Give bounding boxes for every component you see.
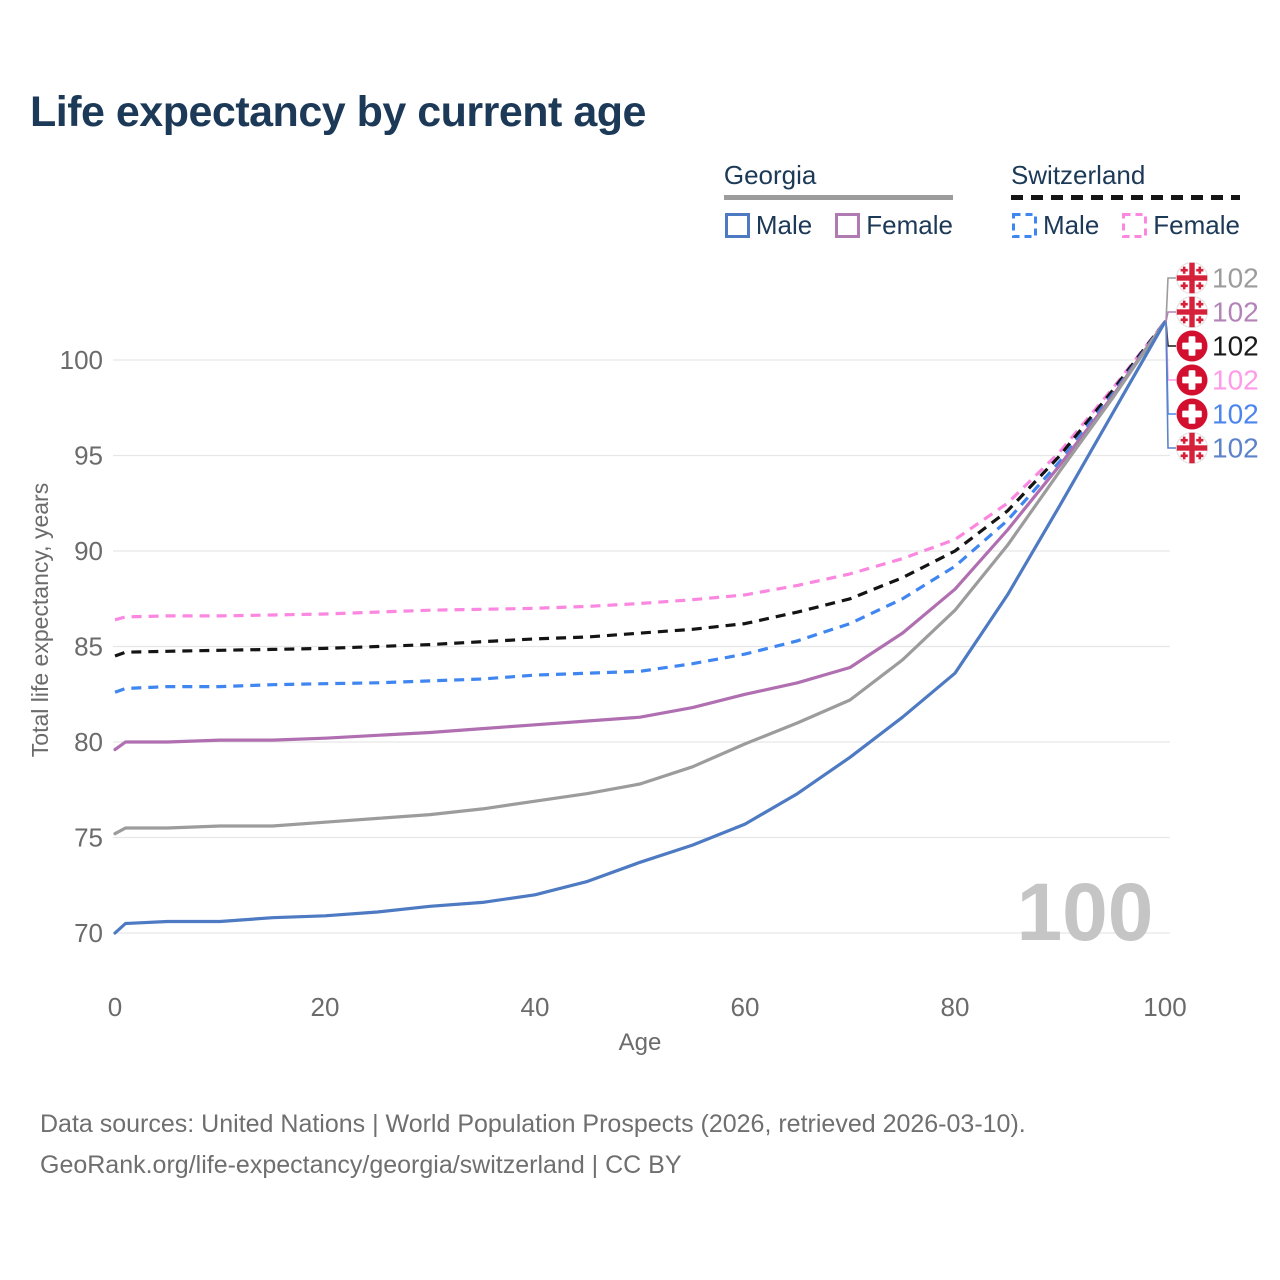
age-counter-watermark: 100 xyxy=(1017,867,1154,958)
legend-swatch-icon xyxy=(1122,213,1148,238)
legend-swatch-icon xyxy=(835,213,861,238)
series-line-switzerland-male[interactable] xyxy=(114,320,1167,694)
x-tick-label: 20 xyxy=(311,992,340,1022)
source-url-line: GeoRank.org/life-expectancy/georgia/swit… xyxy=(40,1151,682,1179)
end-label-leader xyxy=(1165,311,1176,322)
x-axis-title: Age xyxy=(619,1029,662,1056)
legend-swatch-icon xyxy=(1011,213,1037,238)
x-tick-label: 100 xyxy=(1143,992,1186,1022)
switzerland-flag-icon xyxy=(1176,398,1208,430)
series-line-switzerland-female[interactable] xyxy=(114,320,1167,622)
series-line-switzerland-total[interactable] xyxy=(114,320,1167,658)
legend-group-title: Switzerland xyxy=(1010,160,1146,190)
footer: Data sources: United Nations | World Pop… xyxy=(40,1104,1026,1186)
legend-item-georgia-female[interactable]: Female xyxy=(834,210,953,241)
legend-swatch-icon xyxy=(724,213,750,238)
legend-group-switzerland: Switzerland Male Female xyxy=(1010,160,1240,241)
x-tick-label: 60 xyxy=(731,992,760,1022)
y-axis-title: Total life expectancy, years xyxy=(27,483,53,757)
x-tick-label: 80 xyxy=(941,992,970,1022)
end-label-leader xyxy=(1165,277,1176,322)
x-tick-label: 40 xyxy=(521,992,550,1022)
series-line-georgia-male[interactable] xyxy=(113,320,1167,935)
end-label-georgia-total: 102 xyxy=(1165,263,1259,322)
end-label-switzerland-total: 102 xyxy=(1165,321,1259,362)
end-label-value: 102 xyxy=(1212,365,1259,396)
switzerland-flag-icon xyxy=(1176,364,1208,396)
georgia-flag-icon xyxy=(1177,263,1208,294)
life-expectancy-chart: 70 75 80 85 90 95 100 0 20 40 60 80 100 Age Total life… xyxy=(27,0,1259,1056)
legend-item-georgia-male[interactable]: Male xyxy=(724,210,812,241)
end-label-value: 102 xyxy=(1212,331,1259,362)
legend-group-georgia: Georgia Male Female xyxy=(723,160,953,241)
y-tick-label: 90 xyxy=(74,536,103,566)
legend-group-title: Georgia xyxy=(723,160,817,190)
grid-layer xyxy=(113,359,1170,934)
end-label-georgia-female: 102 xyxy=(1165,297,1259,328)
y-tick-label: 95 xyxy=(74,441,103,471)
legend-underline-dashed xyxy=(1010,195,1240,200)
end-label-leader xyxy=(1165,321,1176,449)
legend-underline-solid xyxy=(723,195,953,200)
y-tick-label: 75 xyxy=(74,823,103,853)
y-tick-label: 100 xyxy=(60,345,103,375)
legend-item-switzerland-male[interactable]: Male xyxy=(1011,210,1099,241)
legend-item-label: Male xyxy=(755,210,813,240)
end-label-value: 102 xyxy=(1212,433,1259,464)
end-label-value: 102 xyxy=(1212,297,1259,328)
series-line-georgia-total[interactable] xyxy=(113,320,1167,836)
legend: Georgia Male Female Switzerland xyxy=(723,160,1240,241)
switzerland-flag-icon xyxy=(1176,330,1208,362)
watermark-layer: 100 xyxy=(1017,867,1154,958)
end-label-georgia-male: 102 xyxy=(1165,321,1259,464)
y-tick-label: 80 xyxy=(74,727,103,757)
legend-item-label: Female xyxy=(1153,210,1240,240)
x-tick-label: 0 xyxy=(108,992,122,1022)
georgia-flag-icon xyxy=(1177,297,1208,328)
end-label-value: 102 xyxy=(1212,399,1259,430)
axis-layer: 70 75 80 85 90 95 100 0 20 40 60 80 100 Age Total life… xyxy=(27,345,1187,1056)
series-layer xyxy=(113,320,1167,935)
data-sources-line: Data sources: United Nations | World Pop… xyxy=(40,1110,1026,1138)
legend-item-label: Female xyxy=(866,210,953,240)
page-title: Life expectancy by current age xyxy=(30,88,646,136)
georgia-flag-icon xyxy=(1177,433,1208,464)
end-label-value: 102 xyxy=(1212,263,1259,294)
legend-item-label: Male xyxy=(1042,210,1100,240)
legend-item-switzerland-female[interactable]: Female xyxy=(1121,210,1240,241)
series-line-georgia-female[interactable] xyxy=(113,320,1167,752)
y-tick-label: 85 xyxy=(74,632,103,662)
y-tick-label: 70 xyxy=(74,918,103,948)
